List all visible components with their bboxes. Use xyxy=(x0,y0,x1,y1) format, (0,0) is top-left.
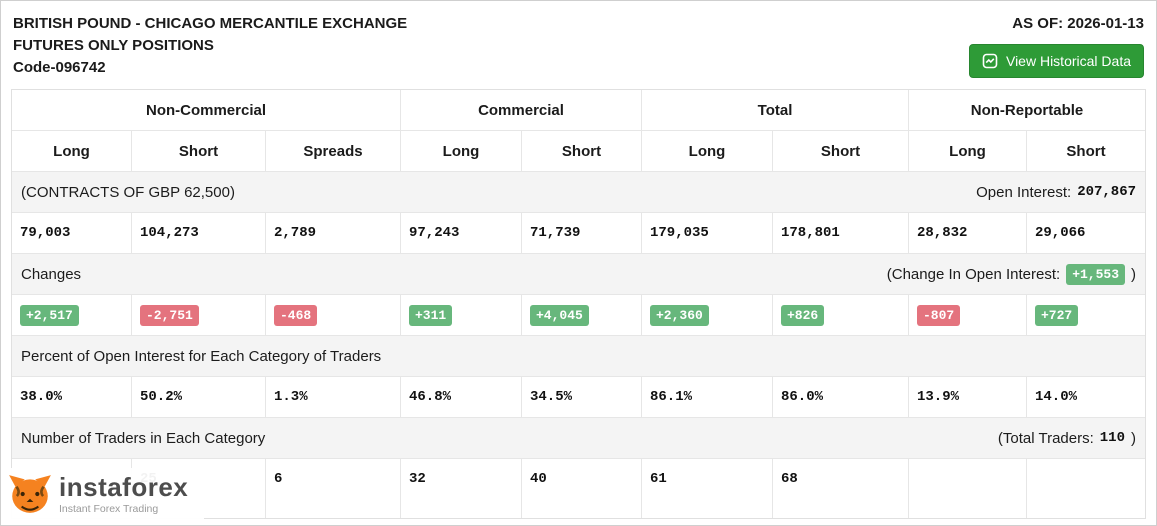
group-header-noncommercial: Non-Commercial xyxy=(145,101,267,119)
change-cell: +311 xyxy=(400,294,521,335)
percent-cell: 46.8% xyxy=(400,376,521,417)
cot-table: Non-Commercial Commercial Total Non-Repo… xyxy=(11,89,1146,519)
position-cell: 178,801 xyxy=(772,212,908,253)
percent-cell: 38.0% xyxy=(12,376,131,417)
change-badge: +2,360 xyxy=(650,304,709,326)
open-interest-value: 207,867 xyxy=(1077,184,1136,200)
as-of-date: AS OF: 2026-01-13 xyxy=(1012,15,1144,32)
traders-row: 25 6 32 40 61 68 xyxy=(12,458,1145,518)
change-badge: +4,045 xyxy=(530,304,589,326)
change-cell: +727 xyxy=(1026,294,1145,335)
percent-row: 38.0% 50.2% 1.3% 46.8% 34.5% 86.1% 86.0%… xyxy=(12,376,1145,417)
position-cell: 71,739 xyxy=(521,212,641,253)
change-badge: -2,751 xyxy=(140,304,199,326)
view-historical-data-button[interactable]: View Historical Data xyxy=(968,44,1144,78)
change-badge: +826 xyxy=(781,304,825,326)
change-cell: +2,517 xyxy=(12,294,131,335)
column-header: Short xyxy=(772,130,908,171)
change-badge: +2,517 xyxy=(20,304,79,326)
group-header-commercial: Commercial xyxy=(400,90,641,130)
traders-cell: 6 xyxy=(265,458,400,518)
column-header: Long xyxy=(908,130,1026,171)
position-cell: 97,243 xyxy=(400,212,521,253)
traders-cell xyxy=(1026,458,1145,518)
group-header-nonreportable: Non-Reportable xyxy=(908,90,1145,130)
column-header: Short xyxy=(521,130,641,171)
contract-code: Code-096742 xyxy=(13,59,106,76)
traders-cell: 68 xyxy=(772,458,908,518)
watermark-brand: instaforex xyxy=(59,471,189,502)
percent-cell: 50.2% xyxy=(131,376,265,417)
group-header-total: Total xyxy=(641,90,908,130)
percent-cell: 86.1% xyxy=(641,376,772,417)
traders-cell: 40 xyxy=(521,458,641,518)
report-header: BRITISH POUND - CHICAGO MERCANTILE EXCHA… xyxy=(1,1,1156,89)
column-header: Long xyxy=(12,130,131,171)
changes-row: +2,517 -2,751 -468 +311 +4,045 +2,360 +8… xyxy=(12,294,1145,335)
total-traders-suffix: ) xyxy=(1131,429,1136,447)
traders-label: Number of Traders in Each Category xyxy=(21,429,266,447)
page-subtitle: FUTURES ONLY POSITIONS xyxy=(13,37,214,54)
positions-row: 79,003 104,273 2,789 97,243 71,739 179,0… xyxy=(12,212,1145,253)
traders-band: Number of Traders in Each Category (Tota… xyxy=(12,417,1145,458)
percent-cell: 1.3% xyxy=(265,376,400,417)
traders-cell xyxy=(908,458,1026,518)
traders-cell xyxy=(12,458,131,518)
change-cell: -468 xyxy=(265,294,400,335)
position-cell: 179,035 xyxy=(641,212,772,253)
instaforex-watermark: instaforex Instant Forex Trading xyxy=(1,468,205,525)
percent-cell: 13.9% xyxy=(908,376,1026,417)
change-cell: -2,751 xyxy=(131,294,265,335)
position-cell: 79,003 xyxy=(12,212,131,253)
percent-label: Percent of Open Interest for Each Catego… xyxy=(21,347,382,365)
group-header-row: Non-Commercial Commercial Total Non-Repo… xyxy=(12,90,1145,130)
change-badge: -468 xyxy=(274,304,318,326)
total-traders-value: 110 xyxy=(1099,430,1125,446)
instaforex-logo-icon xyxy=(7,473,53,515)
change-cell: +4,045 xyxy=(521,294,641,335)
history-chart-icon xyxy=(982,53,998,69)
change-badge: +311 xyxy=(409,304,453,326)
change-cell: +826 xyxy=(772,294,908,335)
change-cell: +2,360 xyxy=(641,294,772,335)
contracts-label: (CONTRACTS OF GBP 62,500) xyxy=(21,183,235,201)
column-header: Short xyxy=(131,130,265,171)
column-header: Long xyxy=(400,130,521,171)
open-interest-label: Open Interest: xyxy=(976,183,1072,201)
change-badge: -807 xyxy=(917,304,961,326)
change-in-oi-suffix: ) xyxy=(1131,265,1136,283)
position-cell: 29,066 xyxy=(1026,212,1145,253)
changes-band: Changes (Change In Open Interest: +1,553… xyxy=(12,253,1145,294)
position-cell: 2,789 xyxy=(265,212,400,253)
column-header: Short xyxy=(1026,130,1145,171)
total-traders-prefix: (Total Traders: xyxy=(997,429,1094,447)
column-header: Spreads xyxy=(265,130,400,171)
change-in-oi-badge: +1,553 xyxy=(1066,263,1125,285)
watermark-text: instaforex Instant Forex Trading xyxy=(59,474,188,515)
watermark-tagline: Instant Forex Trading xyxy=(59,502,159,515)
position-cell: 28,832 xyxy=(908,212,1026,253)
open-interest-band: (CONTRACTS OF GBP 62,500) Open Interest:… xyxy=(12,171,1145,212)
traders-cell: 32 xyxy=(400,458,521,518)
change-in-oi-prefix: (Change In Open Interest: xyxy=(886,265,1061,283)
percent-cell: 14.0% xyxy=(1026,376,1145,417)
percent-cell: 86.0% xyxy=(772,376,908,417)
column-header-row: Long Short Spreads Long Short Long Short… xyxy=(12,130,1145,171)
percent-cell: 34.5% xyxy=(521,376,641,417)
page-title: BRITISH POUND - CHICAGO MERCANTILE EXCHA… xyxy=(13,15,408,32)
header-right: AS OF: 2026-01-13 View Historical Data xyxy=(968,13,1144,79)
title-block: BRITISH POUND - CHICAGO MERCANTILE EXCHA… xyxy=(13,13,407,79)
view-historical-data-label: View Historical Data xyxy=(1005,53,1131,69)
change-badge: +727 xyxy=(1035,304,1079,326)
traders-cell: 61 xyxy=(641,458,772,518)
column-header: Long xyxy=(641,130,772,171)
change-cell: -807 xyxy=(908,294,1026,335)
changes-label: Changes xyxy=(21,265,82,283)
percent-band: Percent of Open Interest for Each Catego… xyxy=(12,335,1145,376)
position-cell: 104,273 xyxy=(131,212,265,253)
